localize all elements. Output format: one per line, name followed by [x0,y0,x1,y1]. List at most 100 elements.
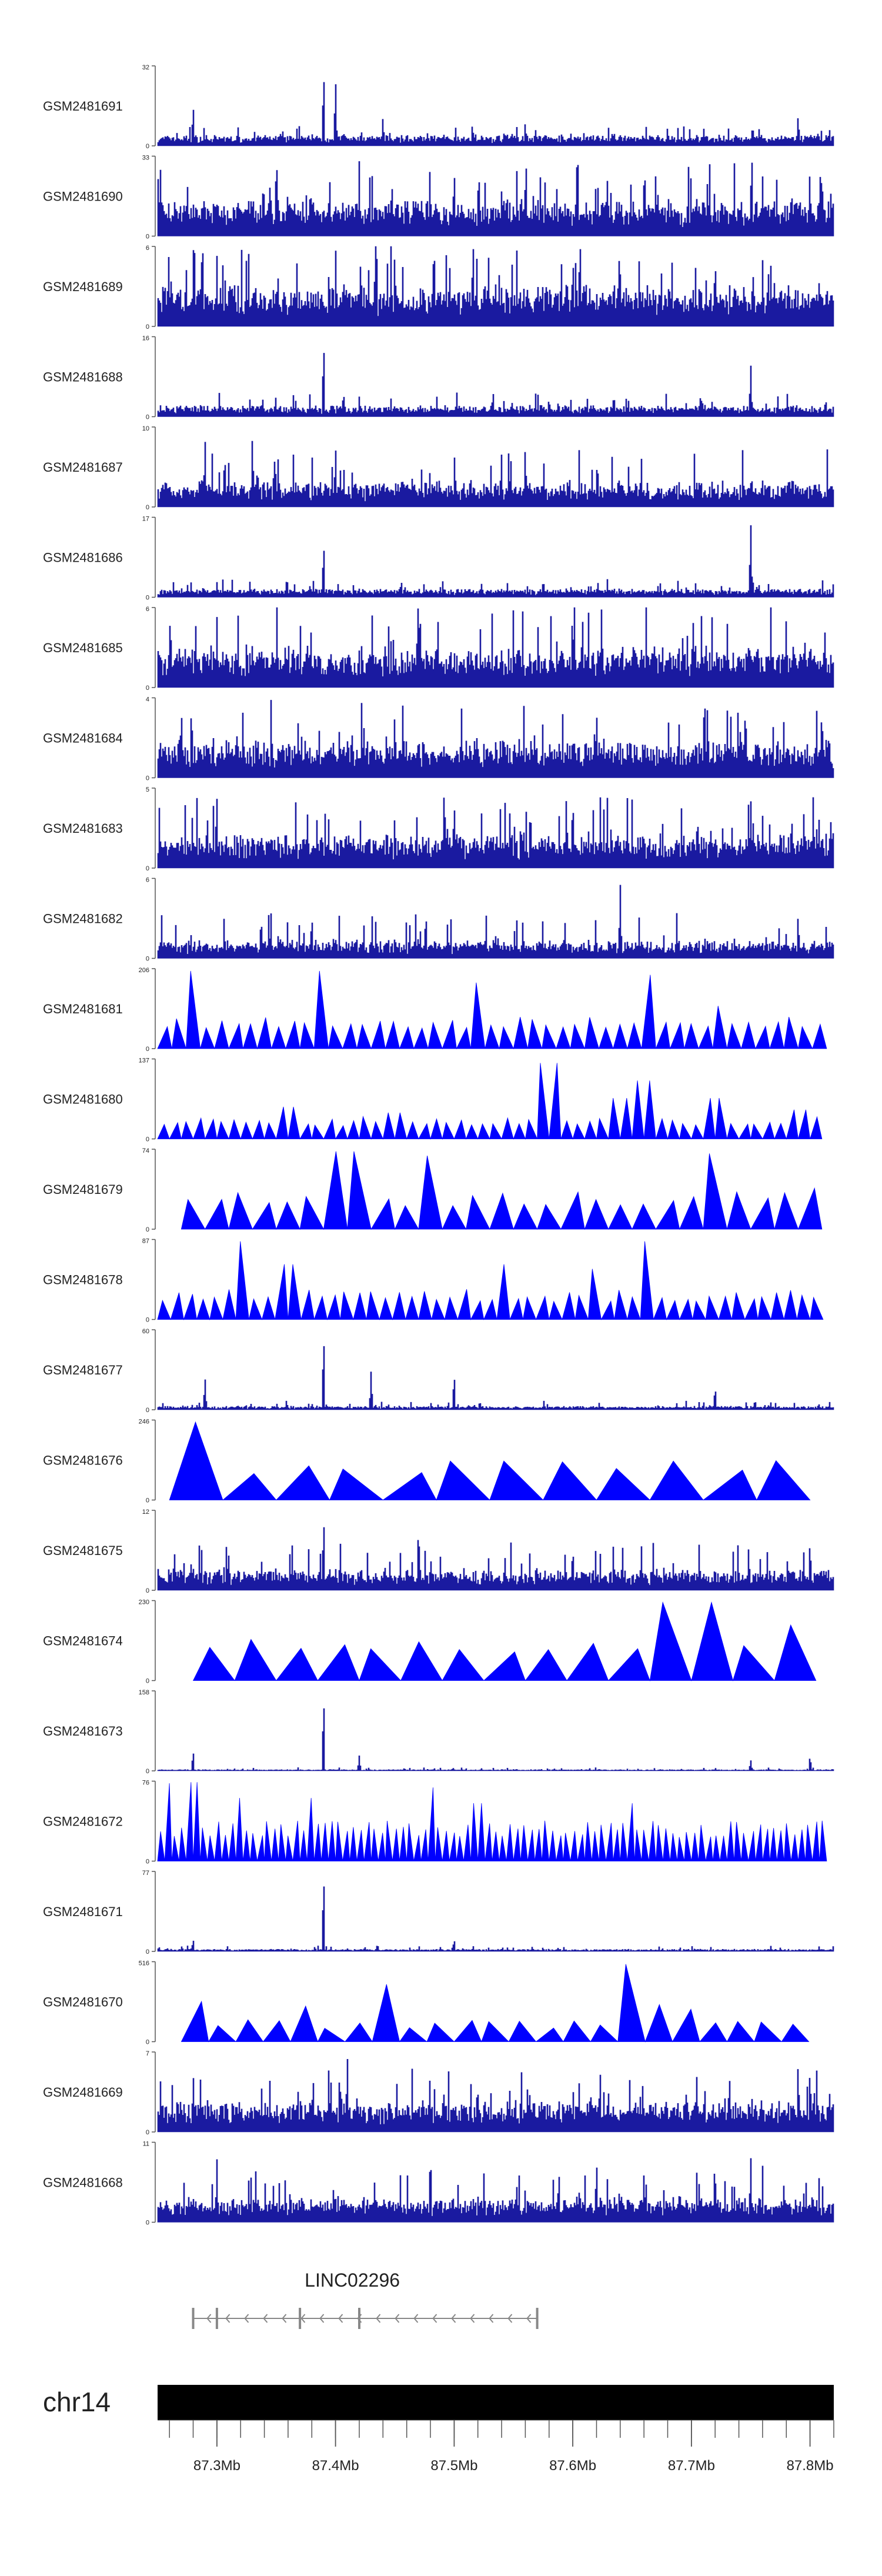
strand-arrow [319,2314,325,2323]
y-min-label: 0 [146,956,149,963]
gene-annotation-track: LINC02296 [192,2270,539,2329]
coverage-signal [157,525,834,598]
track-label: GSM2481672 [43,1814,123,1829]
y-min-label: 0 [146,1678,149,1685]
track-label: GSM2481679 [43,1182,123,1197]
y-min-label: 0 [146,2129,149,2136]
y-min-label: 0 [146,1317,149,1324]
track-GSM2481678: GSM2481678 87 0 [43,1238,824,1324]
gene-exon [358,2308,360,2329]
track-GSM2481677: GSM2481677 60 0 [43,1328,834,1414]
track-label: GSM2481671 [43,1904,123,1919]
y-max-label: 11 [143,2141,149,2148]
y-max-label: 33 [142,155,149,162]
track-label: GSM2481691 [43,99,123,114]
track-label: GSM2481675 [43,1543,123,1558]
y-max-label: 87 [142,1238,149,1245]
coverage-signal [157,1886,834,1952]
y-min-label: 0 [146,2039,149,2046]
strand-arrow [507,2314,513,2323]
track-GSM2481672: GSM2481672 76 0 [43,1780,827,1866]
y-min-label: 0 [146,1407,149,1414]
coverage-signal [157,1346,834,1410]
track-GSM2481670: GSM2481670 516 0 [43,1960,810,2046]
track-label: GSM2481670 [43,1995,123,2010]
y-max-label: 12 [142,1509,149,1516]
y-min-label: 0 [146,1226,149,1233]
strand-arrow [338,2314,343,2323]
y-max-label: 246 [139,1419,149,1426]
y-max-label: 6 [146,606,149,613]
y-min-label: 0 [146,865,149,872]
y-min-label: 0 [146,323,149,331]
y-max-label: 6 [146,245,149,252]
track-label: GSM2481686 [43,550,123,565]
y-max-label: 137 [139,1057,149,1065]
track-label: GSM2481676 [43,1453,123,1468]
genome-axis: 87.3Mb 87.4Mb 87.5Mb 87.6Mb 87.7Mb 87.8Mb [158,2420,834,2474]
x-tick-label: 87.3Mb [193,2458,240,2474]
strand-arrow [225,2314,230,2323]
coverage-signal [157,607,834,688]
gene-model [192,2308,539,2329]
y-max-label: 206 [139,967,149,974]
track-GSM2481681: GSM2481681 206 0 [43,967,827,1053]
y-max-label: 17 [142,516,149,523]
strand-arrow [300,2314,306,2323]
track-label: GSM2481683 [43,821,123,836]
x-tick-label: 87.4Mb [312,2458,359,2474]
track-GSM2481673: GSM2481673 158 0 [43,1689,834,1775]
coverage-signal [157,2158,834,2223]
y-min-label: 0 [146,1948,149,1956]
coverage-signal [157,700,834,778]
y-max-label: 74 [142,1147,149,1154]
track-GSM2481686: GSM2481686 17 0 [43,516,834,602]
y-min-label: 0 [146,504,149,511]
coverage-signal [157,1527,834,1591]
y-max-label: 4 [146,696,149,703]
strand-arrow [395,2314,400,2323]
coverage-signal [157,353,834,417]
y-max-label: 60 [142,1328,149,1335]
x-tick-label: 87.8Mb [787,2458,834,2474]
track-GSM2481684: GSM2481684 4 0 [43,696,834,782]
y-max-label: 16 [142,335,149,342]
gene-exon [299,2308,302,2329]
chromosome-label: chr14 [43,2387,111,2417]
coverage-signal [181,1964,810,2043]
strand-arrow [413,2314,419,2323]
y-max-label: 32 [142,64,149,71]
x-tick-label: 87.7Mb [668,2458,715,2474]
track-GSM2481668: GSM2481668 11 0 [43,2141,834,2227]
y-max-label: 76 [142,1780,149,1787]
coverage-signal [157,441,834,508]
coverage-signal [157,161,834,236]
strand-arrow [526,2314,532,2323]
track-label: GSM2481668 [43,2175,123,2190]
track-GSM2481669: GSM2481669 7 0 [43,2050,834,2136]
strand-arrow [376,2314,381,2323]
strand-arrow [244,2314,249,2323]
track-GSM2481679: GSM2481679 74 0 [43,1147,823,1233]
coverage-signal [157,885,834,959]
gene-exon [215,2308,218,2329]
track-label: GSM2481684 [43,731,123,746]
ideogram-track: chr14 87.3Mb 87.4Mb 87.5Mb 87.6Mb 87.7Mb 87.8… [43,2385,834,2474]
y-max-label: 230 [139,1599,149,1606]
track-GSM2481690: GSM2481690 33 0 [43,155,834,241]
track-GSM2481689: GSM2481689 6 0 [43,245,834,331]
track-GSM2481691: GSM2481691 32 0 [43,64,834,150]
y-max-label: 7 [146,2050,149,2057]
strand-arrow [206,2314,212,2323]
track-label: GSM2481673 [43,1724,123,1739]
track-label: GSM2481685 [43,640,123,655]
strand-arrow [432,2314,437,2323]
track-label: GSM2481674 [43,1634,123,1649]
strand-arrow [263,2314,268,2323]
y-max-label: 158 [139,1689,149,1696]
track-label: GSM2481689 [43,279,123,294]
y-min-label: 0 [146,1858,149,1866]
track-GSM2481676: GSM2481676 246 0 [43,1419,811,1504]
track-label: GSM2481680 [43,1092,123,1107]
